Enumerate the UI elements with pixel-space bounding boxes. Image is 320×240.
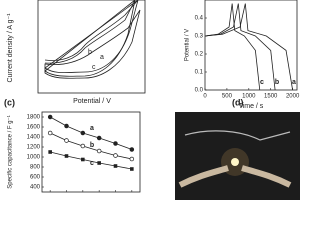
y-tick-label: 0.1 (195, 70, 204, 76)
point (129, 147, 135, 152)
series-line (204, 3, 294, 91)
axes-frame (204, 0, 298, 91)
y-axis-label: Potential / V (185, 29, 191, 61)
point (80, 143, 86, 149)
series-line (204, 3, 276, 91)
y-tick-label: 1400 (27, 135, 41, 141)
y-tick-label: 1800 (27, 115, 41, 121)
series-label: c (260, 79, 264, 86)
y-tick-label: 600 (30, 175, 41, 181)
series-label: b (88, 49, 92, 56)
x-tick-label: 2000 (286, 94, 300, 100)
point (64, 138, 69, 143)
y-axis-label: Current density / A g⁻¹ (7, 13, 14, 83)
x-axis-label: Potential / V (73, 98, 111, 105)
cv-curve (44, 9, 141, 79)
point (80, 130, 86, 136)
series-line (50, 151, 132, 170)
point (96, 148, 102, 154)
y-tick-label: 0.4 (195, 16, 204, 22)
figure: b a c Potential / V Current density / A … (4, 0, 300, 200)
series-line (49, 116, 132, 150)
y-tick-label: 400 (30, 185, 41, 191)
y-tick-label: 0.2 (195, 52, 204, 58)
y-tick-label: 800 (30, 165, 41, 171)
y-axis-label: Specific capacitance / F g⁻¹ (8, 115, 14, 189)
series-label: c (92, 64, 96, 71)
photo-led (231, 158, 239, 166)
point (64, 123, 69, 129)
x-axis-label: Time / s (239, 103, 264, 110)
point (96, 135, 102, 141)
point (129, 156, 135, 162)
photo-wire (184, 130, 291, 141)
axes-frame (41, 111, 141, 193)
x-tick-label: 1500 (264, 94, 278, 100)
panel-label: (d) (232, 97, 244, 107)
series-label: a (100, 54, 104, 61)
point (81, 157, 85, 162)
point (113, 153, 118, 158)
cv-curve (44, 0, 139, 74)
series-line (204, 3, 261, 91)
photo-hands (178, 165, 292, 188)
y-tick-label: 1200 (27, 145, 41, 151)
series-label: b (275, 79, 279, 86)
cv-curve (44, 0, 136, 77)
y-tick-label: 1000 (27, 155, 41, 161)
series-label: c (90, 160, 94, 167)
point (113, 141, 118, 146)
series-label: a (292, 79, 296, 86)
series-label: a (90, 125, 94, 132)
x-tick-label: 1000 (242, 94, 256, 100)
y-tick-label: 1600 (27, 125, 41, 131)
point (97, 161, 101, 165)
point (48, 150, 52, 154)
point (47, 114, 53, 120)
series-line (49, 132, 132, 160)
y-tick-label: 0.3 (195, 34, 204, 40)
series-label: b (90, 142, 94, 149)
point (130, 167, 134, 171)
axes-frame (37, 0, 146, 94)
panel-label: (c) (4, 97, 15, 107)
point (64, 154, 69, 158)
point (47, 130, 53, 136)
x-tick-label: 500 (222, 94, 233, 100)
x-tick-label: 0 (203, 94, 207, 100)
y-tick-label: 0.0 (195, 88, 204, 94)
point (113, 164, 118, 168)
